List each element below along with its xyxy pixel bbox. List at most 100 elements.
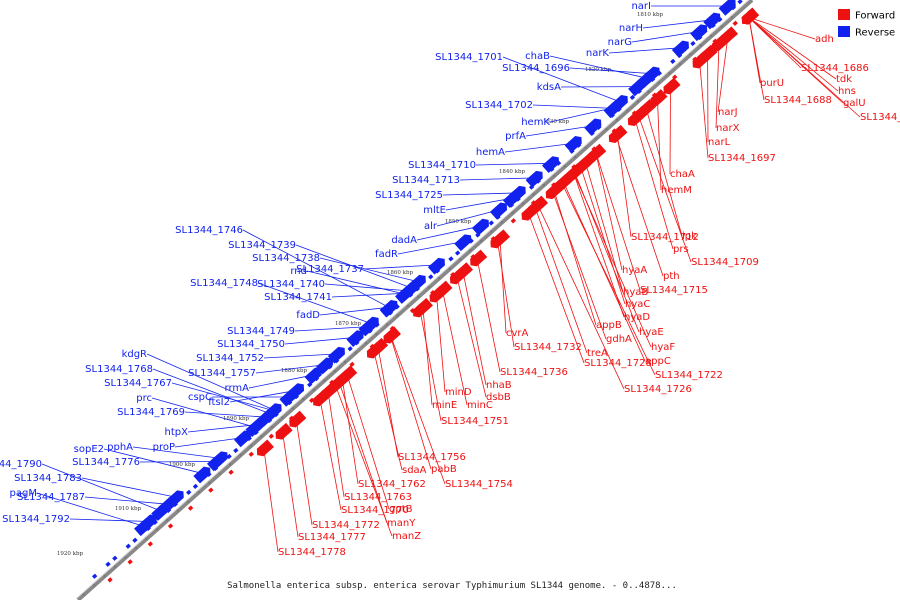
gene-label-sl1344-1754[interactable]: SL1344_1754 bbox=[445, 479, 513, 490]
gene-label-sl1344-1688[interactable]: SL1344_1688 bbox=[764, 95, 832, 106]
gene-label-ipk[interactable]: ipk bbox=[682, 231, 697, 242]
gene-sdaa[interactable] bbox=[364, 341, 384, 361]
gene-label-sl1344-1722[interactable]: SL1344_1722 bbox=[655, 370, 723, 381]
gene-label-sl1344-1713[interactable]: SL1344_1713 bbox=[392, 175, 460, 186]
gene-label-appb[interactable]: appB bbox=[596, 320, 622, 331]
gene-label-rrma[interactable]: rrmA bbox=[225, 383, 250, 394]
gene-label-hemm[interactable]: hemM bbox=[661, 185, 692, 196]
gene-label-mlte[interactable]: mltE bbox=[423, 205, 446, 216]
gene-label-sl1344-1740[interactable]: SL1344_1740 bbox=[257, 279, 325, 290]
gene-label-sl1344-1696[interactable]: SL1344_1696 bbox=[502, 63, 570, 74]
gene-label-appc[interactable]: appC bbox=[645, 356, 671, 367]
gene-label-sl1344-1763[interactable]: SL1344_1763 bbox=[344, 492, 412, 503]
gene-label-dsbb[interactable]: dsbB bbox=[486, 392, 511, 403]
gene-hemm[interactable] bbox=[647, 89, 668, 108]
gene-label-puru[interactable]: purU bbox=[760, 78, 784, 89]
gene-label-kdsa[interactable]: kdsA bbox=[537, 82, 561, 93]
gene-narh[interactable] bbox=[703, 10, 723, 30]
gene-label-nark[interactable]: narK bbox=[586, 48, 610, 59]
gene-label-sl1344-1778[interactable]: SL1344_1778 bbox=[278, 547, 346, 558]
gene-sl1344-1722[interactable] bbox=[552, 173, 573, 193]
gene-sl1344-1732[interactable] bbox=[487, 231, 508, 251]
gene-label-sl1344-1770[interactable]: SL1344_1770 bbox=[341, 505, 409, 516]
gene-sl1344-1715[interactable] bbox=[586, 143, 607, 163]
gene-sl1344-1710[interactable] bbox=[541, 154, 562, 174]
gene-hema[interactable] bbox=[564, 133, 585, 153]
gene-label-sl1344-1709[interactable]: SL1344_1709 bbox=[691, 257, 759, 268]
gene-sl1344-1776[interactable] bbox=[206, 452, 227, 472]
gene-alr[interactable] bbox=[489, 200, 510, 220]
gene-label-trea[interactable]: treA bbox=[587, 348, 608, 359]
gene-label-mine[interactable]: minE bbox=[432, 400, 457, 411]
gene-sl1344-1737[interactable] bbox=[427, 255, 448, 275]
gene-label-prfa[interactable]: prfA bbox=[505, 131, 526, 142]
gene-label-prs[interactable]: prs bbox=[673, 244, 689, 255]
gene-label-sl1344-1757[interactable]: SL1344_1757 bbox=[188, 368, 256, 379]
gene-narg[interactable] bbox=[690, 22, 710, 42]
gene-label-sl1344-1769[interactable]: SL1344_1769 bbox=[117, 407, 185, 418]
gene-nari[interactable] bbox=[718, 0, 739, 16]
gene-label-sl1344-1728[interactable]: SL1344_1728 bbox=[584, 358, 652, 369]
gene-mlte[interactable] bbox=[502, 188, 523, 208]
gene-label-narl[interactable]: narL bbox=[708, 137, 731, 148]
gene-label-hyac[interactable]: hyaC bbox=[625, 299, 650, 310]
gene-fadd[interactable] bbox=[380, 297, 400, 317]
gene-label-sl1344-1686[interactable]: SL1344_1686 bbox=[801, 63, 869, 74]
gene-sope2[interactable] bbox=[193, 464, 213, 484]
gene-chaa[interactable] bbox=[660, 77, 681, 97]
gene-label-sl1344-1756[interactable]: SL1344_1756 bbox=[398, 452, 466, 463]
gene-sl1344-1751[interactable] bbox=[410, 300, 431, 320]
gene-sl1344-1697[interactable] bbox=[690, 51, 710, 71]
gene-label-prc[interactable]: prc bbox=[136, 393, 152, 404]
gene-label-sl1344-1751[interactable]: SL1344_1751 bbox=[441, 416, 509, 427]
gene-label-sl1344-1752[interactable]: SL1344_1752 bbox=[196, 353, 264, 364]
gene-label-hyad[interactable]: hyaD bbox=[624, 312, 650, 323]
gene-label-sl1344-1736[interactable]: SL1344_1736 bbox=[500, 367, 568, 378]
gene-label-cvra[interactable]: cvrA bbox=[506, 328, 529, 339]
gene-label-nhab[interactable]: nhaB bbox=[486, 380, 512, 391]
gene-label-sl1344-1762[interactable]: SL1344_1762 bbox=[358, 479, 426, 490]
gene-sl1344-1787[interactable] bbox=[158, 495, 179, 515]
gene-label-prop[interactable]: proP bbox=[153, 442, 175, 453]
gene-label-sl1344-1738[interactable]: SL1344_1738 bbox=[252, 253, 320, 264]
gene-label-sl1344-1750[interactable]: SL1344_1750 bbox=[217, 339, 285, 350]
gene-label-sl1344-1710[interactable]: SL1344_1710 bbox=[408, 160, 476, 171]
gene-label-adh[interactable]: adh bbox=[815, 34, 834, 45]
gene-label-sl1344-1787[interactable]: SL1344_1787 bbox=[17, 492, 85, 503]
gene-label-tdk[interactable]: tdk bbox=[836, 74, 852, 85]
gene-label-sl1344-1697[interactable]: SL1344_1697 bbox=[708, 153, 776, 164]
gene-sl1344-1777[interactable] bbox=[273, 422, 293, 442]
gene-label-narj[interactable]: narJ bbox=[718, 107, 738, 118]
gene-sl1344-1792[interactable] bbox=[139, 512, 160, 532]
gene-label-chaa[interactable]: chaA bbox=[670, 169, 695, 180]
gene-kdsa[interactable] bbox=[628, 77, 648, 97]
gene-label-hema[interactable]: hemA bbox=[476, 147, 505, 158]
gene-label-sl1344-1749[interactable]: SL1344_1749 bbox=[227, 326, 295, 337]
gene-dada[interactable] bbox=[471, 216, 492, 236]
gene-sl1344-1772[interactable] bbox=[286, 410, 307, 430]
gene-sl1344-1684[interactable] bbox=[739, 7, 759, 27]
gene-sl1344-1741[interactable] bbox=[396, 283, 416, 303]
gene-label-sl1344-1732[interactable]: SL1344_1732 bbox=[514, 342, 582, 353]
gene-manz[interactable] bbox=[325, 375, 346, 395]
gene-label-sl1344-1741[interactable]: SL1344_1741 bbox=[264, 292, 332, 303]
gene-label-many[interactable]: manY bbox=[387, 518, 416, 529]
gene-label-gptb[interactable]: gptB bbox=[389, 504, 413, 515]
gene-label-hemk[interactable]: hemK bbox=[521, 117, 550, 128]
gene-label-manz[interactable]: manZ bbox=[392, 531, 421, 542]
gene-sl1344-1696[interactable] bbox=[642, 64, 663, 84]
gene-sl1344-1713[interactable] bbox=[525, 168, 546, 188]
gene-sl1344-1750[interactable] bbox=[346, 328, 366, 348]
gene-label-sl1344-1777[interactable]: SL1344_1777 bbox=[298, 532, 366, 543]
gene-sl1344-1754[interactable] bbox=[381, 326, 401, 345]
gene-hemk[interactable] bbox=[604, 98, 625, 118]
gene-label-sl1344-1792[interactable]: SL1344_1792 bbox=[2, 514, 70, 525]
gene-label-dada[interactable]: dadA bbox=[391, 235, 417, 246]
gene-label-sl1344-1776[interactable]: SL1344_1776 bbox=[72, 457, 140, 468]
gene-label-sl1344-1712[interactable]: SL1344_1712 bbox=[631, 232, 699, 243]
gene-label-narh[interactable]: narH bbox=[619, 23, 643, 34]
gene-sl1344-1778[interactable] bbox=[254, 439, 274, 458]
gene-label-ppha[interactable]: pphA bbox=[107, 442, 133, 453]
gene-label-cspc[interactable]: cspC bbox=[188, 392, 212, 403]
gene-label-sl1344-1701[interactable]: SL1344_1701 bbox=[435, 52, 503, 63]
